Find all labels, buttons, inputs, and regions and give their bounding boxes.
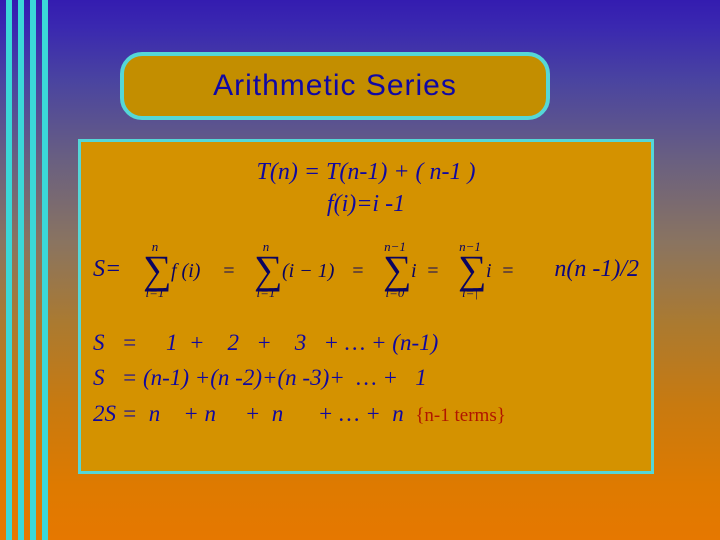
- svg-text:n: n: [263, 239, 270, 254]
- series-line-1: S = 1 + 2 + 3 + … + (n-1): [93, 330, 438, 355]
- series-line-3: 2S = n + n + n + … + n {n-1 terms}: [93, 401, 506, 426]
- content-box: T(n) = T(n-1) + ( n-1 ) f(i)=i -1 S= ∑ni…: [78, 139, 654, 474]
- svg-text:n−1: n−1: [384, 239, 406, 254]
- svg-text:n: n: [152, 239, 159, 254]
- sum-lhs: S=: [93, 256, 121, 283]
- terms-count-note: {n-1 terms}: [415, 405, 506, 426]
- svg-text:=: =: [222, 260, 236, 282]
- equation-recurrence: T(n) = T(n-1) + ( n-1 ): [93, 156, 639, 188]
- decorative-stripes: [0, 0, 60, 540]
- sum-rhs: n(n -1)/2: [554, 256, 639, 283]
- svg-text:i: i: [486, 260, 492, 282]
- svg-text:(i − 1): (i − 1): [282, 260, 335, 282]
- svg-text:=: =: [426, 260, 440, 282]
- sigma-expression: ∑ni=1f (i)=∑ni=1(i − 1)=∑n−1i=0i=∑n−1i=|…: [127, 239, 521, 301]
- equation-f: f(i)=i -1: [93, 188, 639, 220]
- svg-text:f (i): f (i): [171, 260, 201, 282]
- summation-row: S= ∑ni=1f (i)=∑ni=1(i − 1)=∑n−1i=0i=∑n−1…: [93, 239, 639, 301]
- svg-text:i=0: i=0: [386, 285, 405, 300]
- title-text: Arithmetic Series: [213, 69, 457, 103]
- svg-text:i=1: i=1: [146, 285, 165, 300]
- series-derivation: S = 1 + 2 + 3 + … + (n-1) S = (n-1) +(n …: [93, 325, 639, 432]
- svg-text:i=|: i=|: [462, 285, 478, 300]
- svg-text:=: =: [351, 260, 365, 282]
- svg-text:i=1: i=1: [257, 285, 276, 300]
- svg-text:n−1: n−1: [459, 239, 481, 254]
- svg-text:i: i: [411, 260, 417, 282]
- title-box: Arithmetic Series: [120, 52, 550, 120]
- svg-text:=: =: [501, 260, 515, 282]
- series-line-2: S = (n-1) +(n -2)+(n -3)+ … + 1: [93, 365, 427, 390]
